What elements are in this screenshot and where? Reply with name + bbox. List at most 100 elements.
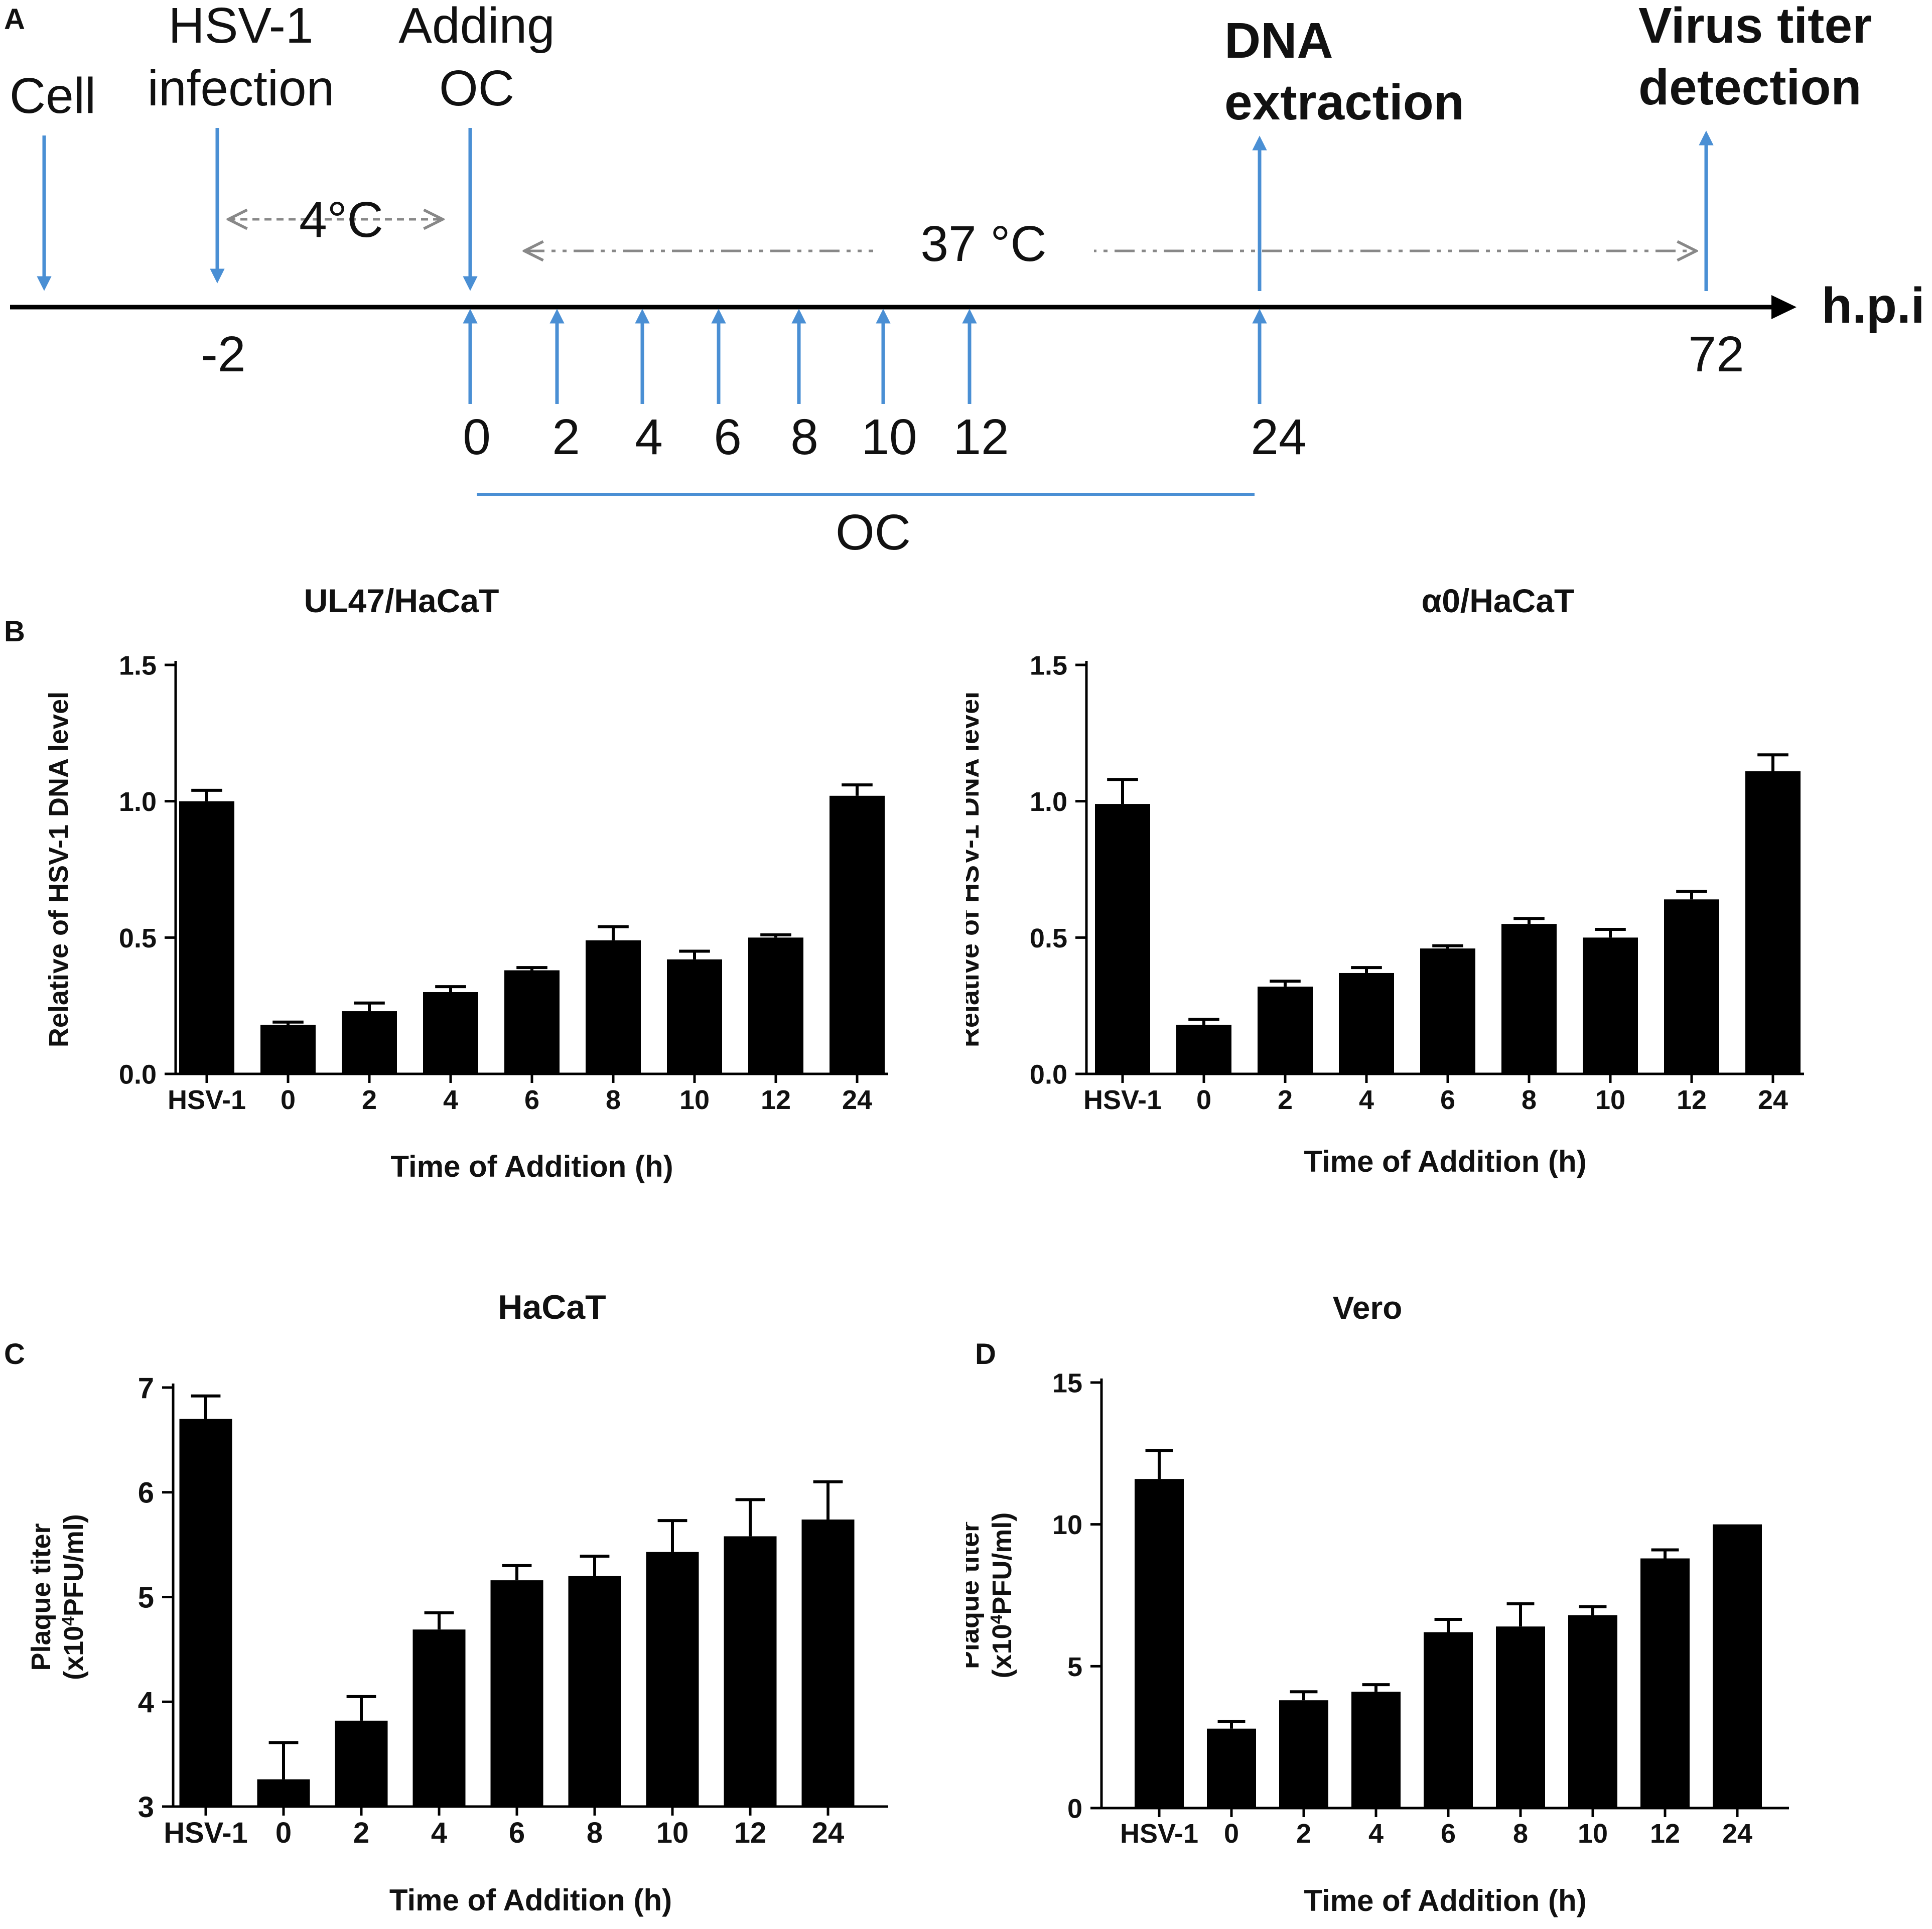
bar-8 <box>1501 924 1557 1074</box>
cold-temperature-label: 4°C <box>299 192 383 248</box>
bar-24 <box>1713 1524 1762 1808</box>
y-axis-unit-exponent: 4 <box>59 1616 78 1626</box>
x-tick-label: 12 <box>734 1817 767 1849</box>
x-tick-label: 6 <box>524 1085 539 1115</box>
bar-HSV-1 <box>179 801 234 1074</box>
bar-10 <box>1568 1615 1617 1808</box>
bar-2 <box>1258 987 1313 1074</box>
y-tick-label: 3 <box>138 1791 154 1824</box>
event-adding-line1: Adding <box>398 0 555 54</box>
y-axis-title-line2: (x104PFU/ml) <box>987 1512 1017 1679</box>
event-infection-line2: infection <box>148 60 334 116</box>
bar-4 <box>1339 973 1394 1074</box>
chart-title: Vero <box>1333 1290 1403 1326</box>
x-tick-label: 24 <box>1758 1085 1788 1115</box>
bar-12 <box>748 937 803 1074</box>
x-tick-label: 0 <box>275 1817 292 1849</box>
y-tick-label: 5 <box>1067 1652 1082 1682</box>
x-tick-label: 2 <box>362 1085 377 1115</box>
bar-12 <box>724 1536 777 1807</box>
y-axis-title: Relative of HSV-1 DNA level <box>44 692 74 1047</box>
x-tick-label: 8 <box>1513 1819 1528 1849</box>
addition-time-label-8: 8 <box>790 409 818 465</box>
x-axis-title: Time of Addition (h) <box>1304 1145 1586 1178</box>
y-tick-label: 4 <box>138 1686 154 1719</box>
bar-4 <box>423 992 478 1074</box>
x-tick-label: 6 <box>1440 1085 1455 1115</box>
y-axis-title: Relative of HSV-1 DNA level <box>966 692 985 1047</box>
addition-time-label-24: 24 <box>1251 409 1306 465</box>
event-titer-line2: detection <box>1638 59 1861 115</box>
bar-0 <box>260 1025 316 1074</box>
oc-treatment-label: OC <box>836 504 911 561</box>
bar-4 <box>1351 1692 1401 1808</box>
x-tick-label: 4 <box>443 1085 458 1115</box>
addition-time-label-2: 2 <box>552 409 580 465</box>
panel-label-b: B <box>4 615 25 648</box>
y-axis-unit-suffix: PFU/ml) <box>987 1512 1017 1615</box>
bar-8 <box>586 940 641 1074</box>
event-dna-line2: extraction <box>1224 74 1464 130</box>
warm-label-background <box>873 211 1094 276</box>
addition-time-label-0: 0 <box>463 409 491 465</box>
bar-10 <box>646 1552 699 1807</box>
bar-HSV-1 <box>1135 1479 1184 1808</box>
x-axis-title: Time of Addition (h) <box>1304 1884 1586 1917</box>
y-tick-label: 0.0 <box>1030 1059 1067 1089</box>
y-tick-label: 1.5 <box>1030 650 1067 680</box>
y-tick-label: 6 <box>138 1477 154 1509</box>
timeline-diagram: A Cell HSV-1 infection Adding OC DNA ext… <box>4 0 1925 561</box>
bar-6 <box>1420 948 1475 1074</box>
y-tick-label: 7 <box>138 1372 154 1405</box>
y-tick-label: 1.5 <box>119 650 157 680</box>
x-tick-label: 24 <box>842 1085 872 1115</box>
bar-0 <box>257 1779 310 1807</box>
y-axis-title-line1: Plaque titer <box>966 1522 985 1669</box>
time-axis-unit: h.p.i <box>1822 278 1925 334</box>
bar-2 <box>1279 1700 1328 1808</box>
y-axis-title-line1: Plaque titer <box>26 1523 56 1671</box>
bar-6 <box>504 970 560 1074</box>
x-tick-label: 10 <box>1578 1819 1608 1849</box>
x-tick-label: HSV-1 <box>1120 1819 1198 1849</box>
bar-24 <box>830 795 885 1074</box>
bar-12 <box>1640 1558 1690 1808</box>
addition-time-label-6: 6 <box>714 409 742 465</box>
tick-minus-2: -2 <box>201 326 246 382</box>
addition-time-label-12: 12 <box>953 409 1009 465</box>
y-axis-unit-prefix: (x10 <box>987 1624 1017 1678</box>
x-tick-label: 0 <box>1224 1819 1239 1849</box>
y-tick-label: 0.5 <box>119 923 157 953</box>
x-tick-label: 8 <box>1522 1085 1537 1115</box>
x-tick-label: 10 <box>1595 1085 1625 1115</box>
time-axis-arrowhead <box>1771 295 1797 319</box>
x-tick-label: 10 <box>679 1085 710 1115</box>
y-axis-unit-suffix: PFU/ml) <box>59 1514 89 1616</box>
bar-2 <box>342 1011 397 1074</box>
x-axis-title: Time of Addition (h) <box>390 1150 673 1183</box>
warm-temperature-label: 37 °C <box>920 216 1046 272</box>
x-tick-label: 2 <box>1296 1819 1311 1849</box>
chart-title: α0/HaCaT <box>1422 582 1575 619</box>
y-tick-label: 0.0 <box>119 1059 157 1089</box>
x-tick-label: 12 <box>761 1085 791 1115</box>
x-tick-label: 6 <box>509 1817 525 1849</box>
x-tick-label: 10 <box>656 1817 689 1849</box>
panel-label-a: A <box>4 3 25 36</box>
tick-72: 72 <box>1688 326 1744 382</box>
x-tick-label: 4 <box>431 1817 447 1849</box>
x-tick-label: HSV-1 <box>1083 1085 1162 1115</box>
y-axis-title-line2: (x104PFU/ml) <box>59 1514 89 1680</box>
bar-HSV-1 <box>1095 804 1150 1074</box>
x-tick-label: HSV-1 <box>168 1085 246 1115</box>
x-tick-label: 12 <box>1650 1819 1680 1849</box>
bar-6 <box>490 1580 543 1807</box>
bar-6 <box>1424 1632 1473 1808</box>
x-tick-label: 0 <box>281 1085 296 1115</box>
bar-0 <box>1176 1025 1231 1074</box>
addition-time-label-10: 10 <box>861 409 917 465</box>
chart-title: HaCaT <box>498 1288 606 1326</box>
y-tick-label: 10 <box>1052 1510 1082 1540</box>
